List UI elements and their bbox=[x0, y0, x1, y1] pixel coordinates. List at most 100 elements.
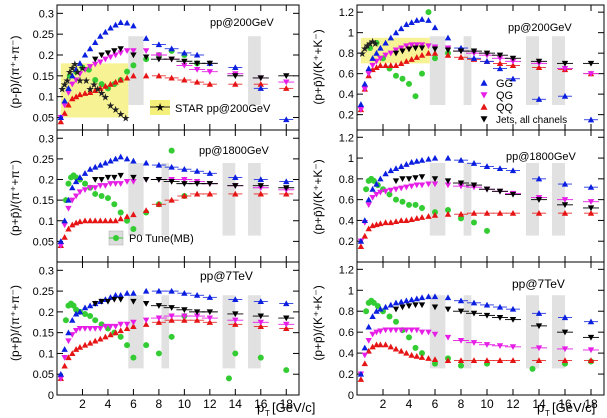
gg-point bbox=[418, 156, 426, 163]
panel-title-c2-r2: pp@1800GeV bbox=[506, 151, 577, 163]
panel-4: 0.2 0.4 0.6 0.8 1 1.2 bbox=[339, 129, 605, 263]
qg-point bbox=[86, 64, 94, 70]
qg-point bbox=[361, 352, 368, 359]
gg-point bbox=[361, 217, 368, 223]
qq-point bbox=[57, 118, 65, 125]
qg-point bbox=[444, 182, 452, 189]
ytick-label: 0.3 bbox=[39, 133, 54, 145]
qq-point bbox=[365, 225, 372, 232]
gg-point bbox=[69, 72, 76, 79]
syst-band bbox=[222, 163, 236, 236]
p0-point bbox=[419, 350, 425, 357]
qg-point bbox=[76, 325, 84, 332]
qq-point bbox=[382, 62, 389, 69]
qg-point bbox=[76, 71, 84, 77]
jets-point bbox=[92, 56, 99, 63]
qg-point bbox=[130, 319, 137, 326]
p0-point bbox=[283, 367, 290, 374]
gg-point bbox=[76, 308, 84, 315]
p0-point bbox=[471, 219, 477, 226]
legend-marker bbox=[480, 79, 488, 86]
qq-point bbox=[61, 234, 68, 240]
p0-point bbox=[406, 201, 412, 208]
xtick-label: 6 bbox=[130, 397, 137, 411]
xtick-label: 10 bbox=[178, 397, 192, 411]
p0-point bbox=[412, 93, 419, 100]
p0-point bbox=[168, 333, 175, 340]
p0-point bbox=[432, 360, 438, 367]
star-point: ★ bbox=[60, 80, 69, 91]
p0-point bbox=[419, 70, 425, 77]
qg-point bbox=[92, 325, 99, 332]
ytick-label: 0.2 bbox=[339, 110, 354, 122]
qg-point bbox=[365, 337, 372, 344]
p0-point bbox=[168, 147, 175, 154]
qq-point bbox=[377, 341, 384, 348]
syst-band bbox=[429, 163, 446, 236]
qq-point bbox=[392, 62, 400, 69]
ytick-label: 0.2 bbox=[339, 236, 354, 248]
gg-point bbox=[408, 19, 415, 25]
qg-point bbox=[72, 328, 80, 334]
jets-point bbox=[98, 176, 105, 183]
panel-5: 0 0.2 0.4 0.6 0.8 1 1.2 2 4 6 8 10 12 14 16 18 bbox=[339, 261, 605, 411]
qq-point bbox=[97, 217, 104, 224]
qq-point bbox=[130, 72, 137, 79]
gg-point bbox=[392, 299, 400, 306]
p0-point bbox=[117, 209, 124, 216]
legend-p0-label: P0 Tune(MB) bbox=[129, 233, 194, 245]
p0-point bbox=[363, 308, 370, 315]
p0-point bbox=[98, 321, 105, 328]
jets-point bbox=[392, 306, 400, 313]
qg-point bbox=[408, 183, 415, 190]
qg-point bbox=[403, 43, 410, 50]
panel-title-c2-r1: pp@200GeV bbox=[508, 22, 572, 34]
p0-point bbox=[111, 201, 118, 208]
gg-point bbox=[425, 17, 432, 23]
xtick-label: 10 bbox=[480, 397, 494, 411]
p0-point bbox=[412, 201, 419, 208]
star-point: ★ bbox=[363, 41, 372, 52]
p0-point bbox=[445, 207, 451, 214]
jets-point bbox=[111, 296, 118, 303]
xtick-label: 6 bbox=[432, 397, 439, 411]
qq-point bbox=[86, 217, 94, 224]
xtick-label: 8 bbox=[156, 397, 163, 411]
qq-point bbox=[130, 323, 137, 329]
qg-point bbox=[61, 222, 68, 229]
qq-point bbox=[431, 212, 439, 218]
gg-point bbox=[130, 289, 137, 296]
qq-point bbox=[142, 72, 150, 79]
star-point: ★ bbox=[58, 84, 67, 95]
gg-point bbox=[382, 170, 389, 177]
qg-point bbox=[361, 86, 368, 93]
qg-point bbox=[57, 375, 65, 382]
p0-point bbox=[130, 62, 137, 69]
jets-point bbox=[431, 46, 439, 53]
ytick-label: 0.15 bbox=[33, 71, 54, 83]
jets-point bbox=[142, 176, 150, 183]
p0-point bbox=[529, 365, 536, 372]
gg-point bbox=[425, 155, 432, 162]
ytick-label: 0.8 bbox=[339, 174, 354, 186]
gg-point bbox=[69, 184, 76, 191]
xtick-label: 16 bbox=[254, 397, 268, 411]
p0-point bbox=[143, 342, 150, 349]
xtick-label: 4 bbox=[406, 397, 413, 411]
xtick-label: 2 bbox=[380, 397, 387, 411]
ytick-label: 0.05 bbox=[33, 369, 54, 381]
gg-point bbox=[107, 24, 114, 31]
ytick-label: 0.1 bbox=[39, 348, 54, 360]
gg-point bbox=[431, 293, 439, 300]
jets-point bbox=[399, 176, 406, 183]
qg-point bbox=[117, 50, 124, 57]
gg-point bbox=[86, 45, 94, 52]
qg-point bbox=[92, 61, 99, 68]
syst-band bbox=[526, 295, 539, 369]
p0-point bbox=[367, 45, 373, 52]
xtick-label: 12 bbox=[203, 397, 217, 411]
qq-point bbox=[117, 327, 124, 334]
qq-point bbox=[444, 210, 452, 217]
qg-point bbox=[425, 43, 432, 50]
jets-point bbox=[111, 48, 118, 55]
